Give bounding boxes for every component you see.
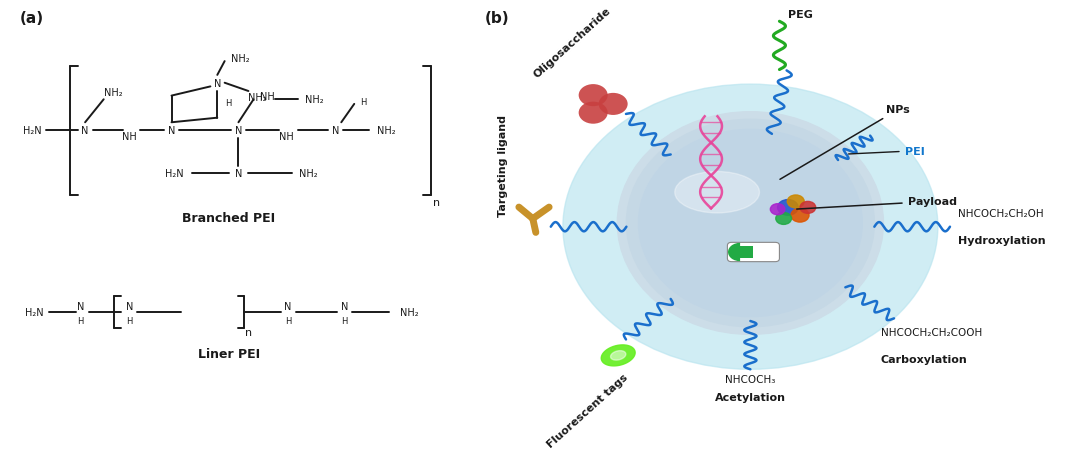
Text: PEG: PEG [788,10,813,20]
Ellipse shape [626,120,875,327]
Text: H: H [341,316,348,325]
Text: N: N [81,126,89,136]
Circle shape [787,196,805,208]
Text: Acetylation: Acetylation [715,392,786,403]
Ellipse shape [618,112,883,335]
Text: H: H [285,316,292,325]
Text: Fluorescent tags: Fluorescent tags [545,372,631,449]
Ellipse shape [638,130,862,317]
Bar [740,246,754,259]
Text: N: N [234,126,242,136]
Circle shape [598,94,627,116]
Text: NH₂: NH₂ [400,307,418,317]
Text: Branched PEI: Branched PEI [183,212,275,224]
Text: n: n [245,327,253,337]
Circle shape [778,200,798,216]
Text: N: N [332,126,339,136]
Text: PEI: PEI [849,146,924,157]
Circle shape [770,204,785,215]
Text: Liner PEI: Liner PEI [198,347,260,360]
Text: n: n [433,197,440,207]
Text: H: H [225,99,231,108]
Text: N: N [340,302,348,312]
Text: N: N [234,168,242,179]
Text: H: H [126,316,133,325]
Text: NH₂: NH₂ [104,88,122,98]
Text: NH: NH [260,91,275,101]
Circle shape [579,85,608,107]
Text: Carboxylation: Carboxylation [881,354,968,364]
Text: H₂N: H₂N [23,126,42,136]
Text: NH₂: NH₂ [299,168,318,179]
Text: N: N [214,78,221,89]
Text: NHCOCH₂CH₂COOH: NHCOCH₂CH₂COOH [881,327,982,337]
Text: H: H [360,97,366,106]
FancyBboxPatch shape [728,243,780,262]
Text: (a): (a) [19,11,43,27]
Text: N: N [77,302,84,312]
Polygon shape [610,351,625,360]
Text: NH₂: NH₂ [248,93,267,103]
Text: Targeting ligand: Targeting ligand [498,115,508,217]
Text: NH: NH [122,131,137,141]
Text: NH₂: NH₂ [377,126,395,136]
Text: H₂N: H₂N [165,168,184,179]
Circle shape [800,202,815,214]
Ellipse shape [675,172,759,213]
Text: N: N [126,302,133,312]
Circle shape [579,102,608,124]
Text: Oligosaccharide: Oligosaccharide [532,6,613,79]
Text: Hydroxylation: Hydroxylation [958,235,1045,246]
Circle shape [791,209,809,223]
Text: NH: NH [279,131,294,141]
Circle shape [775,213,792,225]
Text: H₂N: H₂N [25,307,44,317]
Text: N: N [167,126,175,136]
Text: NPs: NPs [780,105,910,180]
Text: NH₂: NH₂ [306,95,324,105]
Circle shape [563,85,937,369]
Text: Payload: Payload [797,197,957,210]
Text: (b): (b) [484,11,509,27]
Text: N: N [284,302,292,312]
Text: H: H [78,316,84,325]
Text: NHCOCH₂CH₂OH: NHCOCH₂CH₂OH [958,209,1043,219]
Text: NH₂: NH₂ [231,54,249,64]
Polygon shape [602,345,635,366]
Wedge shape [728,243,740,262]
Text: NHCOCH₃: NHCOCH₃ [725,374,775,384]
